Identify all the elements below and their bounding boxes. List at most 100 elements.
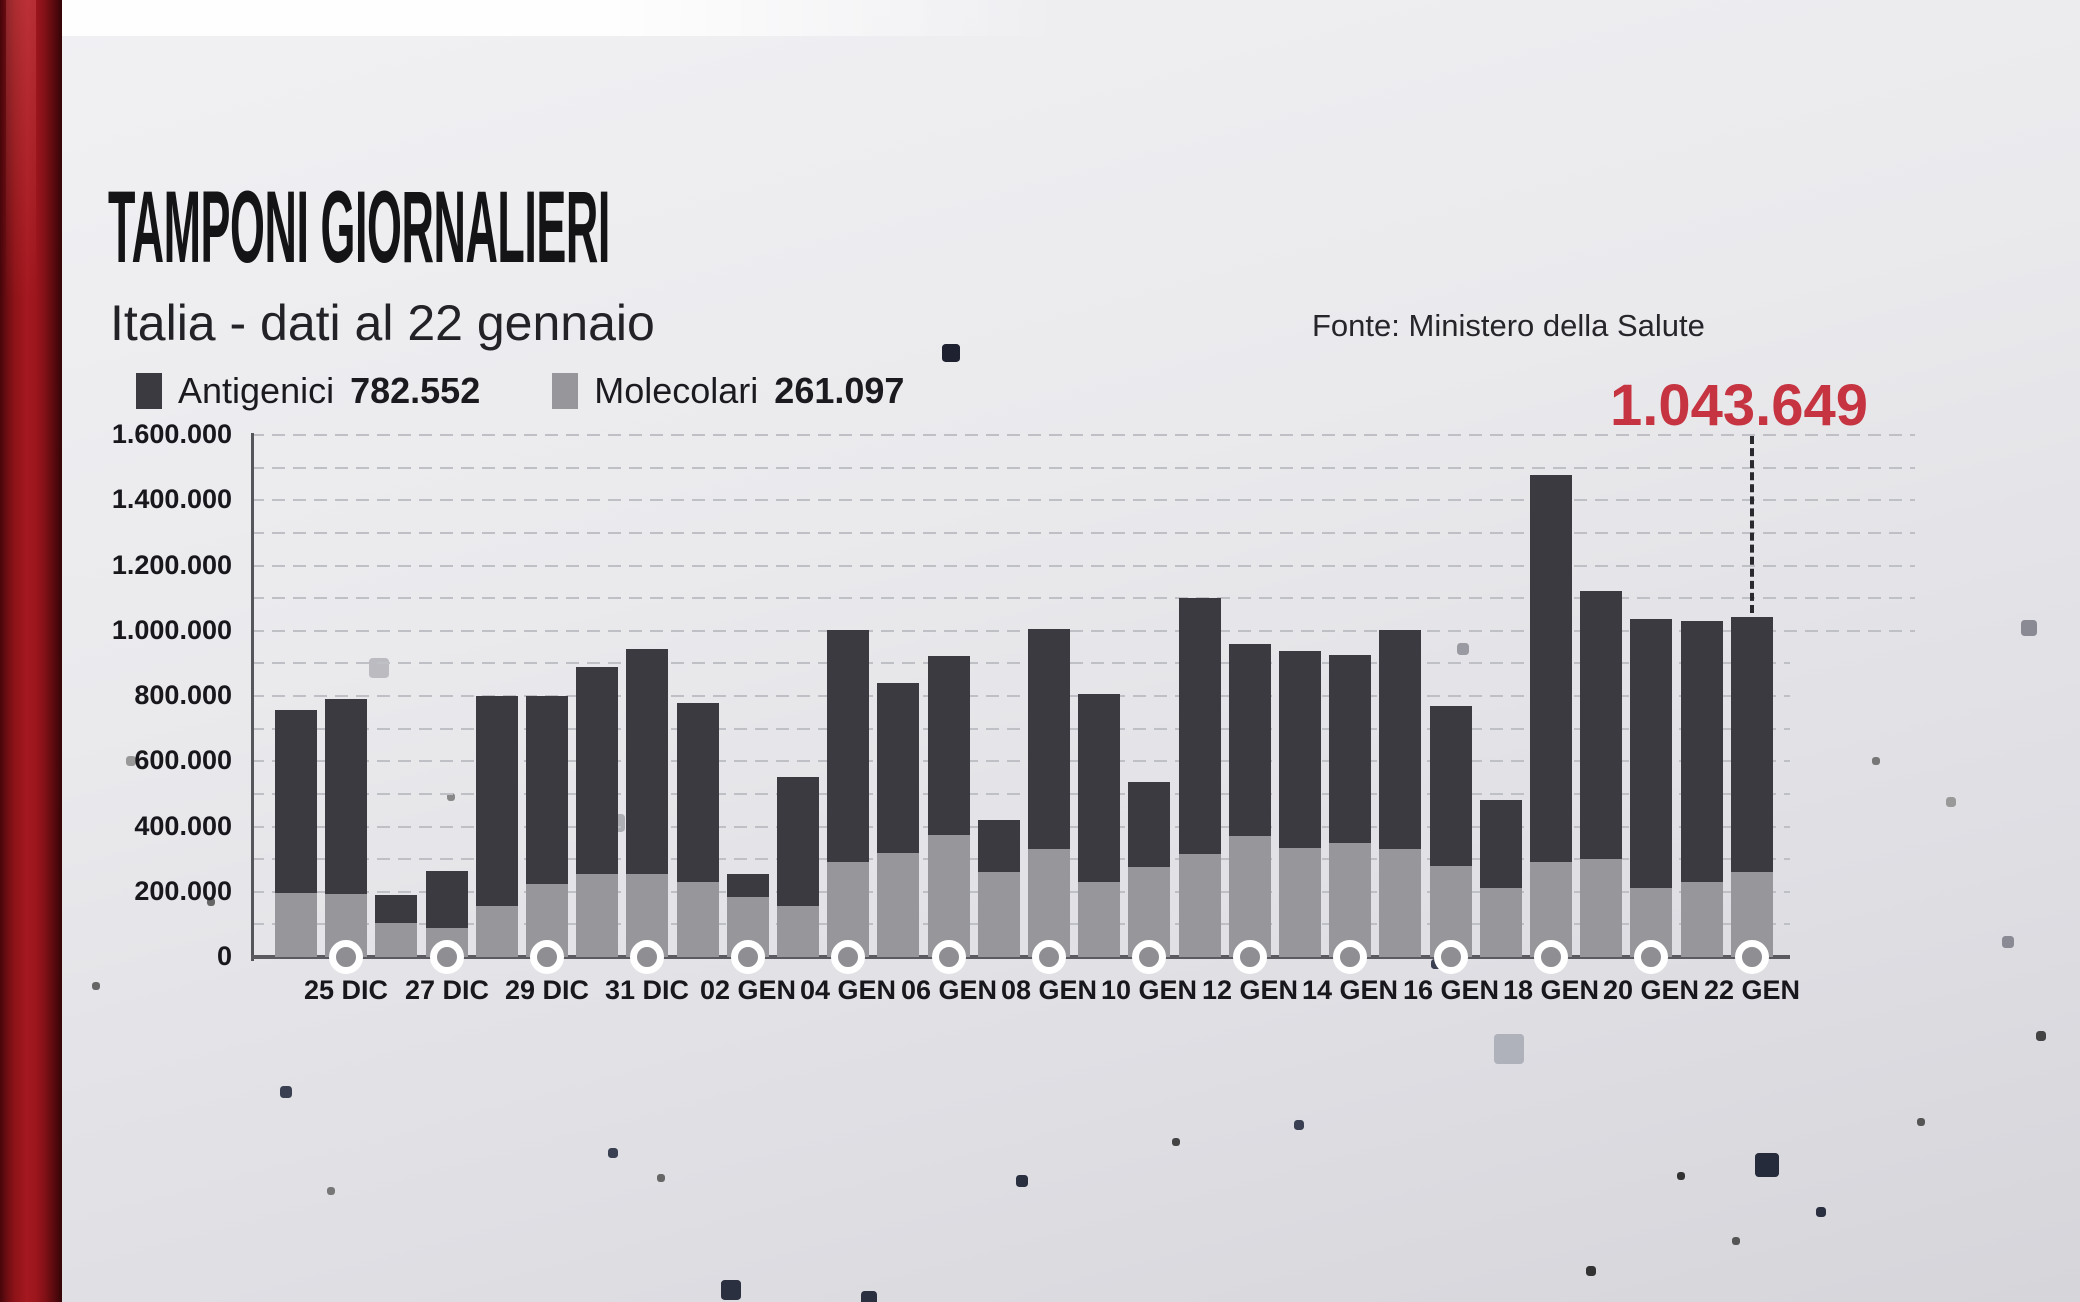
bar-molecolari-segment: [1580, 859, 1622, 957]
axis-day-marker: [1434, 940, 1468, 974]
axis-day-marker: [530, 940, 564, 974]
legend-item-antigenici: Antigenici 782.552: [136, 370, 480, 412]
gridline-600000: [251, 760, 1790, 762]
x-tick-label: 22 GEN: [1703, 975, 1801, 1005]
gridline-1000000: [251, 630, 1915, 632]
bar-molecolari-segment: [576, 874, 618, 957]
bar-antigenici-segment: [576, 667, 618, 874]
legend-swatch-molecolari: [552, 373, 579, 409]
bar-antigenici-segment: [476, 696, 518, 906]
y-tick-label: 400.000: [134, 811, 232, 841]
bar-antigenici-segment: [1179, 598, 1221, 854]
gridline-1600000: [251, 434, 1915, 436]
x-tick-label: 27 DIC: [404, 975, 490, 1005]
legend-swatch-antigenici: [136, 373, 162, 409]
x-tick-label: 31 DIC: [604, 975, 690, 1005]
decorative-speckles: [0, 0, 2, 2]
legend-item-molecolari: Molecolari 261.097: [552, 370, 904, 412]
bar-antigenici-segment: [928, 656, 970, 835]
x-tick-label: 02 GEN: [699, 975, 797, 1005]
y-tick-label: 1.600.000: [111, 419, 232, 449]
gridline-900000: [251, 662, 1790, 664]
axis-day-marker: [1735, 940, 1769, 974]
axis-day-marker: [1333, 940, 1367, 974]
bar-molecolari-segment: [978, 872, 1020, 957]
y-tick-label: 800.000: [134, 680, 232, 710]
axis-day-marker: [1534, 940, 1568, 974]
legend-label: Molecolari: [594, 370, 759, 411]
bar-antigenici-segment: [1731, 617, 1773, 872]
bar-molecolari-segment: [1480, 888, 1522, 957]
x-tick-label: 29 DIC: [504, 975, 590, 1005]
x-tick-label: 20 GEN: [1602, 975, 1700, 1005]
bar-molecolari-segment: [275, 893, 317, 957]
bar-antigenici-segment: [1530, 475, 1572, 862]
x-axis: [251, 955, 1790, 959]
legend-value: 261.097: [774, 370, 905, 411]
bar-molecolari-segment: [1379, 849, 1421, 957]
bar-molecolari-segment: [1681, 882, 1723, 957]
sky-red-side-strip: [0, 0, 62, 1302]
axis-day-marker: [731, 940, 765, 974]
bar-antigenici-segment: [1329, 655, 1371, 843]
bar-antigenici-segment: [677, 703, 719, 882]
bar-antigenici-segment: [1128, 782, 1170, 867]
gridline-1100000: [251, 597, 1915, 599]
y-tick-label: 600.000: [134, 745, 232, 775]
bar-antigenici-segment: [877, 683, 919, 853]
y-tick-label: 1.000.000: [111, 615, 232, 645]
gridline-1500000: [251, 467, 1915, 469]
axis-day-marker: [932, 940, 966, 974]
y-tick-label: 1.200.000: [111, 550, 232, 580]
axis-day-marker: [1634, 940, 1668, 974]
bar-antigenici-segment: [1279, 651, 1321, 848]
gridline-800000: [251, 695, 1790, 697]
x-tick-label: 12 GEN: [1201, 975, 1299, 1005]
source-attribution: Fonte: Ministero della Salute: [1312, 308, 1705, 343]
bar-molecolari-segment: [777, 906, 819, 957]
bar-antigenici-segment: [1028, 629, 1070, 849]
x-tick-label: 25 DIC: [303, 975, 389, 1005]
chart-legend: Antigenici 782.552 Molecolari 261.097: [136, 370, 904, 412]
gridline-500000: [251, 793, 1790, 795]
bar-molecolari-segment: [1229, 836, 1271, 957]
axis-day-marker: [329, 940, 363, 974]
top-highlight-band: [62, 0, 1062, 36]
x-tick-label: 06 GEN: [900, 975, 998, 1005]
gridline-700000: [251, 728, 1790, 730]
bar-molecolari-segment: [1078, 882, 1120, 957]
legend-value: 782.552: [350, 370, 481, 411]
gridline-1400000: [251, 499, 1915, 501]
bar-antigenici-segment: [1580, 591, 1622, 859]
gridline-300000: [251, 858, 1790, 860]
x-tick-label: 10 GEN: [1100, 975, 1198, 1005]
bar-antigenici-segment: [1078, 694, 1120, 882]
axis-day-marker: [1233, 940, 1267, 974]
y-tick-label: 200.000: [134, 876, 232, 906]
callout-dashed-line: [1750, 436, 1754, 613]
bar-molecolari-segment: [1329, 843, 1371, 957]
gridline-1200000: [251, 565, 1915, 567]
axis-day-marker: [630, 940, 664, 974]
bar-antigenici-segment: [1430, 706, 1472, 866]
bar-molecolari-segment: [928, 835, 970, 957]
y-axis: [251, 433, 254, 961]
bar-antigenici-segment: [375, 895, 417, 923]
axis-day-marker: [1132, 940, 1166, 974]
x-tick-label: 04 GEN: [799, 975, 897, 1005]
bar-molecolari-segment: [877, 853, 919, 957]
bar-molecolari-segment: [677, 882, 719, 957]
bar-antigenici-segment: [777, 777, 819, 906]
bar-antigenici-segment: [1379, 630, 1421, 849]
gridline-100000: [251, 923, 1790, 925]
page-title: TAMPONI GIORNALIERI: [108, 170, 610, 284]
gridline-400000: [251, 826, 1790, 828]
x-tick-label: 14 GEN: [1301, 975, 1399, 1005]
bar-antigenici-segment: [978, 820, 1020, 872]
legend-label: Antigenici: [178, 370, 335, 411]
axis-day-marker: [430, 940, 464, 974]
bar-antigenici-segment: [727, 874, 769, 897]
bar-molecolari-segment: [1179, 854, 1221, 957]
bar-molecolari-segment: [476, 906, 518, 957]
